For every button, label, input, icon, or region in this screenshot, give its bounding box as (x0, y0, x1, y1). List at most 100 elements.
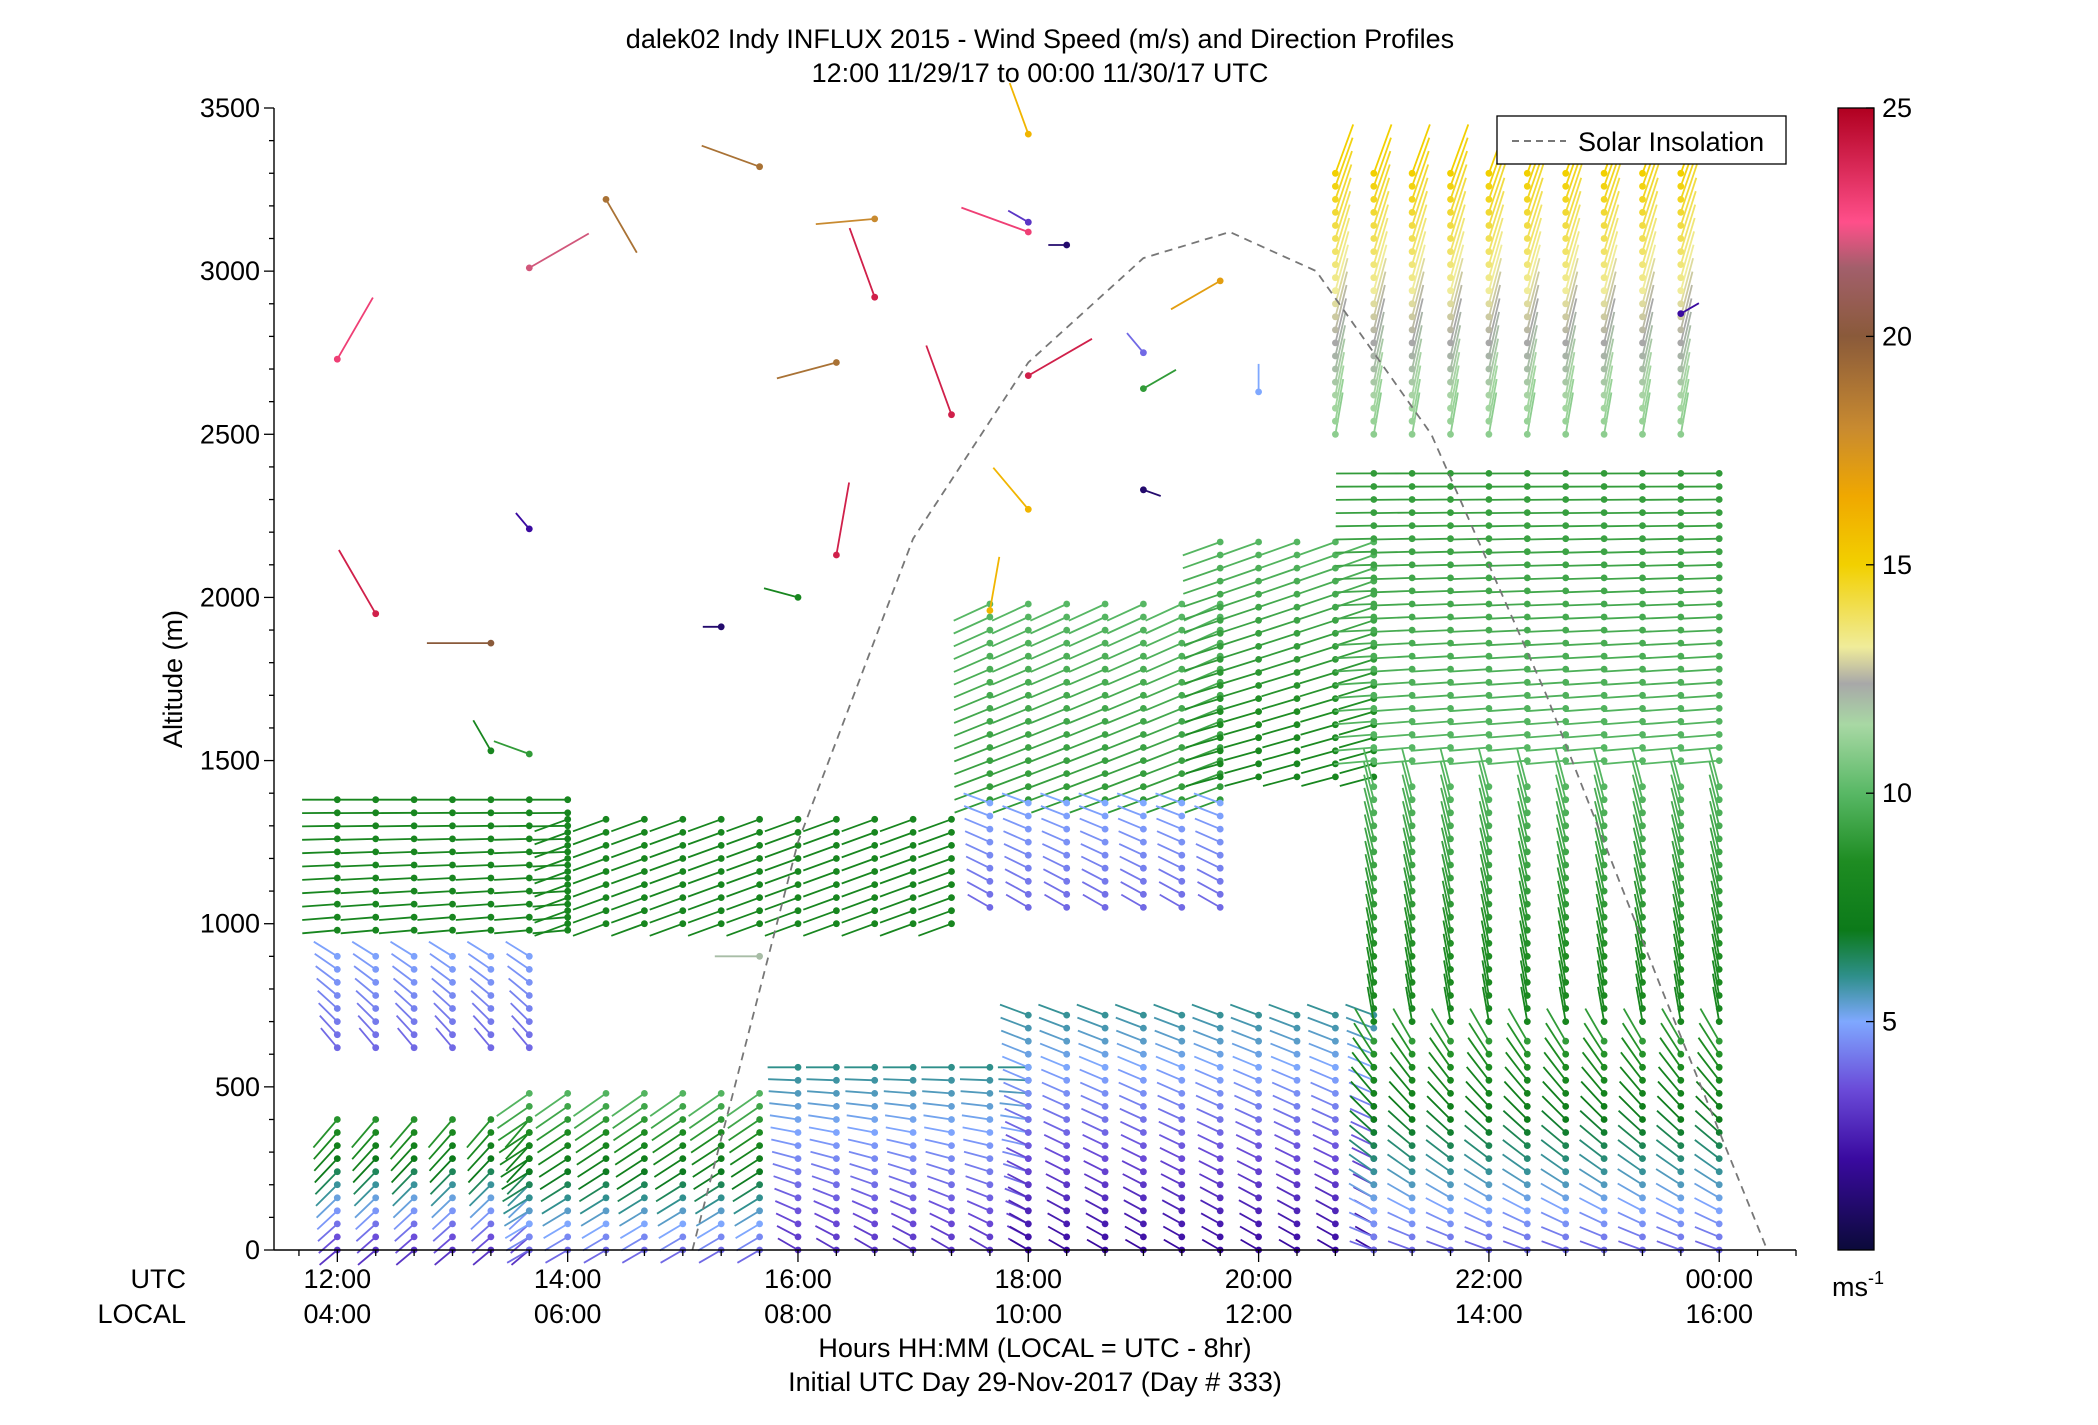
wind-barb (809, 1138, 840, 1149)
wind-barb (841, 815, 879, 833)
wind-barb (1556, 840, 1570, 882)
wind-barb (841, 868, 879, 885)
wind-barb (966, 868, 994, 885)
wind-barb (1447, 124, 1470, 177)
wind-barb (1673, 973, 1685, 1012)
wind-barb (649, 881, 687, 898)
wind-barb (1447, 338, 1461, 386)
wind-barb (1600, 392, 1613, 438)
wind-barb (1274, 1146, 1301, 1162)
wind-barb (315, 1194, 341, 1219)
wind-barb (1620, 1051, 1646, 1084)
wind-barb (1506, 1022, 1531, 1058)
wind-barb (1157, 1094, 1186, 1110)
wind-barb (394, 1220, 418, 1242)
wind-barb (1505, 1037, 1531, 1071)
wind-barb (814, 1212, 840, 1228)
wind-barb (697, 1233, 725, 1252)
wind-barb (841, 855, 879, 872)
x-axis-row-label-local: LOCAL (97, 1299, 186, 1329)
wind-barb (1439, 761, 1454, 804)
wind-barb (1677, 392, 1690, 438)
wind-barb (1081, 1107, 1109, 1123)
wind-barb (1232, 1055, 1262, 1071)
wind-barb (810, 1150, 840, 1162)
wind-barb (966, 1187, 994, 1202)
wind-barb (1222, 656, 1262, 672)
wind-barb (965, 843, 994, 859)
wind-barb (1005, 881, 1032, 898)
wind-barb (1632, 787, 1646, 830)
wind-barb (390, 940, 418, 960)
wind-barb (1123, 1212, 1147, 1228)
wind-barb (1119, 1107, 1147, 1123)
wind-barb (579, 1194, 610, 1215)
wind-barb-isolated (1126, 332, 1147, 357)
wind-barb (578, 1181, 610, 1203)
wind-barb (1643, 470, 1685, 477)
wind-barb (1463, 1182, 1493, 1202)
wind-barb (1158, 868, 1186, 885)
wind-barb (1155, 792, 1186, 807)
wind-barb (689, 1116, 725, 1142)
wind-barb (1408, 137, 1431, 190)
wind-barb (1507, 1008, 1531, 1045)
wind-barb (532, 887, 572, 895)
wind-barb (1596, 946, 1608, 986)
wind-barb (511, 1014, 533, 1039)
wind-barb (1671, 814, 1685, 856)
wind-barb (1485, 190, 1505, 242)
wind-barb (1681, 470, 1723, 477)
wind-barb-isolated (701, 144, 763, 171)
wind-barb (1068, 652, 1109, 673)
wind-barb (1234, 1094, 1262, 1110)
wind-barb (1335, 483, 1378, 490)
wind-barb (964, 817, 994, 833)
wind-barb (1600, 271, 1617, 321)
wind-barb (1030, 626, 1071, 648)
wind-barb (1404, 920, 1416, 960)
wind-barb (1403, 880, 1416, 921)
wind-barb (1262, 747, 1301, 762)
wind-barb (1004, 855, 1032, 872)
wind-barb (1680, 639, 1723, 647)
wind-barb (1366, 946, 1378, 986)
wind-barb (1478, 761, 1493, 804)
wind-barb (617, 1181, 648, 1203)
wind-barb (494, 887, 533, 895)
wind-barb (963, 1150, 994, 1162)
wind-barb (353, 1181, 380, 1207)
wind-barb (1006, 1146, 1032, 1162)
wind-barb (1193, 1042, 1224, 1058)
wind-barb (506, 953, 533, 973)
wind-barb (953, 652, 994, 673)
wind-barb (1348, 1211, 1378, 1228)
wind-barb (1408, 257, 1426, 308)
wind-barb (764, 815, 802, 833)
wind-barb (1642, 496, 1685, 503)
wind-barb (1523, 231, 1542, 282)
wind-barb (1516, 774, 1531, 817)
wind-barb (1259, 551, 1301, 570)
wind-barb (1681, 496, 1723, 503)
wind-barb (572, 815, 610, 833)
wind-barb (1364, 827, 1378, 869)
wind-barb (1261, 695, 1301, 710)
wind-barb (1374, 509, 1416, 516)
wind-barb (1555, 814, 1570, 856)
wind-barb (378, 822, 418, 830)
wind-barb (1600, 365, 1614, 412)
wind-barb (1527, 470, 1570, 477)
wind-barb (965, 855, 994, 872)
wind-barb (1540, 1124, 1570, 1149)
wind-barb (953, 613, 994, 635)
x-axis-label: Hours HH:MM (LOCAL = UTC - 8hr) (818, 1333, 1251, 1363)
wind-barb (1084, 1186, 1109, 1202)
wind-barb (505, 1233, 533, 1252)
wind-barb (1579, 1226, 1608, 1241)
wind-barb (1365, 880, 1378, 921)
wind-barb (573, 1103, 610, 1130)
wind-barb (1224, 773, 1262, 787)
wind-barb (1540, 1153, 1570, 1176)
wind-barb (1106, 600, 1147, 622)
